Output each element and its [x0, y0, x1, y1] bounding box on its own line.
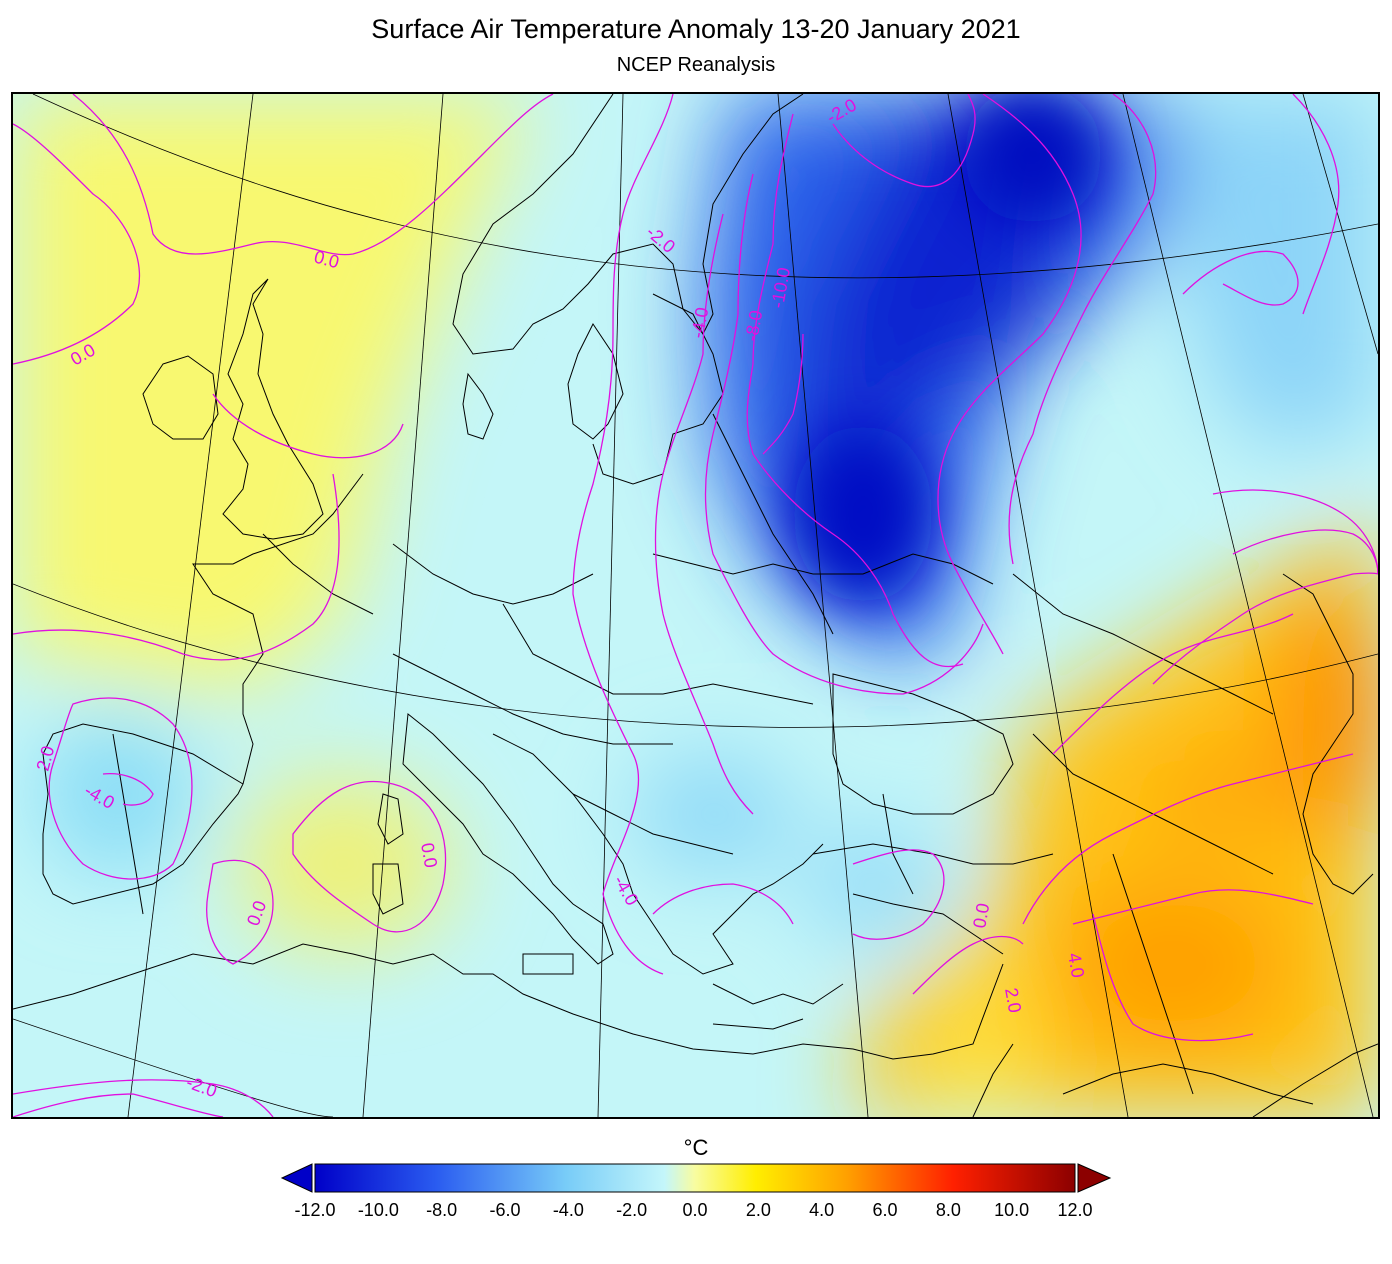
contour-label: 2.0: [1001, 986, 1025, 1014]
colorbar-min-arrow: [280, 1163, 313, 1193]
colorbar-max-arrow: [1077, 1163, 1112, 1193]
colorbar-tick-label: -12.0: [294, 1200, 335, 1220]
colorbar-gradient: [314, 1163, 1076, 1193]
colorbar-tick-label: 4.0: [809, 1200, 834, 1220]
colorbar: -12.0 -10.0 -8.0 -6.0 -4.0 -2.0 0.0 2.0 4.0 6.0 8.…: [280, 1160, 1120, 1235]
contour-label: 4.0: [1064, 951, 1088, 979]
map-subtitle: NCEP Reanalysis: [616, 54, 776, 76]
colorbar-tick-label: 6.0: [872, 1200, 897, 1220]
colorbar-tick-label: 0.0: [682, 1200, 707, 1220]
colorbar-unit: °C: [683, 1135, 709, 1160]
colorbar-tick-label: -10.0: [358, 1200, 399, 1220]
colorbar-tick-label: -4.0: [553, 1200, 584, 1220]
contour-label: 0.0: [417, 841, 441, 869]
colorbar-tick-label: -8.0: [426, 1200, 457, 1220]
colorbar-tick-label: 2.0: [746, 1200, 771, 1220]
map-title: Surface Air Temperature Anomaly 13-20 Ja…: [371, 14, 1021, 44]
colorbar-tick-label: 12.0: [1057, 1200, 1092, 1220]
colorbar-tick-label: 8.0: [936, 1200, 961, 1220]
colorbar-tick-label: -6.0: [489, 1200, 520, 1220]
colorbar-tick-label: -2.0: [616, 1200, 647, 1220]
anomaly-map: 0.0 0.0 -2.0 -2.0 -4.0 -8.0 -10.0 2.0 -4…: [11, 92, 1380, 1119]
contour-label: 0.0: [969, 902, 993, 930]
colorbar-tick-label: 10.0: [994, 1200, 1029, 1220]
